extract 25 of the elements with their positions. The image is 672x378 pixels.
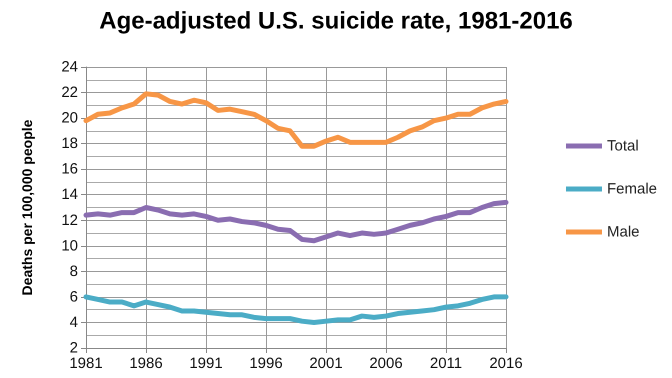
- y-tick-label: 14: [61, 186, 78, 204]
- y-tick-label: 10: [61, 237, 78, 254]
- x-tick-label: 2011: [430, 355, 462, 372]
- x-tick-label: 1991: [189, 355, 223, 372]
- y-tick-label: 12: [61, 212, 78, 229]
- x-tick-label: 2006: [369, 355, 403, 372]
- y-tick-label: 22: [61, 84, 78, 102]
- y-tick-label: 16: [61, 160, 78, 178]
- chart-title: Age-adjusted U.S. suicide rate, 1981-2016: [99, 8, 573, 34]
- y-tick-label: 18: [61, 135, 78, 152]
- y-tick-label: 8: [70, 262, 78, 280]
- x-tick-label: 2001: [309, 355, 343, 372]
- y-tick-label: 24: [61, 58, 78, 76]
- x-tick-label: 2016: [489, 355, 523, 372]
- legend-label: Total: [606, 138, 639, 154]
- x-tick-label: 1986: [129, 355, 163, 372]
- y-tick-label: 6: [70, 288, 78, 306]
- y-axis-title: Deaths per 100,000 people: [19, 119, 35, 296]
- legend-label: Male: [606, 224, 640, 240]
- y-tick-label: 2: [70, 340, 78, 356]
- x-tick-label: 1981: [69, 355, 103, 372]
- x-tick-label: 1996: [249, 355, 283, 372]
- y-tick-label: 4: [70, 314, 78, 331]
- legend-label: Female: [606, 180, 658, 198]
- y-tick-label: 20: [61, 110, 78, 127]
